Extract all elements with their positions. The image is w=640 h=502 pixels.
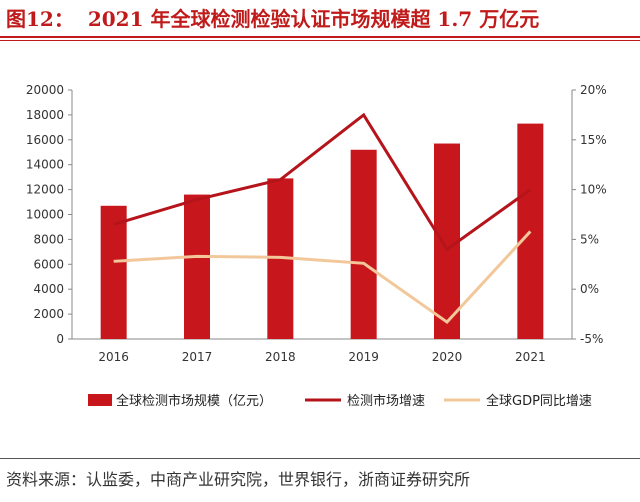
bar bbox=[517, 123, 544, 340]
legend-bar-label: 全球检测市场规模（亿元） bbox=[116, 393, 272, 409]
x-tick-label: 2016 bbox=[98, 350, 129, 364]
bar bbox=[350, 149, 377, 339]
right-tick-label: 5% bbox=[580, 232, 599, 246]
title-underline bbox=[0, 36, 640, 38]
right-tick-label: 15% bbox=[580, 133, 607, 147]
x-tick-label: 2020 bbox=[432, 350, 463, 364]
left-tick-label: 16000 bbox=[26, 133, 64, 147]
left-tick-label: 4000 bbox=[33, 282, 64, 296]
bar bbox=[434, 143, 460, 339]
legend-gdp-growth-label: 全球GDP同比增速 bbox=[486, 393, 592, 409]
source-divider bbox=[0, 458, 640, 459]
figure-title: 2021 年全球检测检验认证市场规模超 1.7 万亿元 bbox=[87, 6, 540, 31]
x-tick-label: 2019 bbox=[348, 350, 379, 364]
right-tick-label: 0% bbox=[580, 282, 599, 296]
legend-bar-swatch bbox=[88, 394, 112, 406]
left-tick-label: 8000 bbox=[33, 232, 64, 246]
figure-title-bar: 图12： 2021 年全球检测检验认证市场规模超 1.7 万亿元 bbox=[0, 0, 640, 34]
legend-market-growth-label: 检测市场增速 bbox=[347, 393, 425, 409]
x-tick-label: 2018 bbox=[265, 350, 296, 364]
bar bbox=[184, 194, 210, 339]
left-tick-label: 2000 bbox=[33, 307, 64, 321]
left-tick-label: 12000 bbox=[26, 183, 64, 197]
right-tick-label: 10% bbox=[580, 183, 607, 197]
x-tick-label: 2017 bbox=[182, 350, 213, 364]
right-tick-label: -5% bbox=[580, 332, 603, 346]
combo-chart: 0 2000 4000 6000 8000 10000 12000 14000 16000 180… bbox=[26, 83, 607, 409]
source-note: 资料来源：认监委，中商产业研究院，世界银行，浙商证券研究所 bbox=[6, 470, 471, 489]
left-tick-label: 10000 bbox=[26, 208, 64, 222]
gdp-growth-line bbox=[113, 230, 532, 325]
left-tick-label: 20000 bbox=[26, 83, 64, 97]
left-tick-label: 14000 bbox=[26, 158, 64, 172]
left-tick-label: 0 bbox=[56, 332, 64, 346]
left-tick-label: 18000 bbox=[26, 108, 64, 122]
left-tick-label: 6000 bbox=[33, 257, 64, 271]
right-tick-label: 20% bbox=[580, 83, 607, 97]
title-underline-thin bbox=[0, 40, 640, 41]
x-tick-label: 2021 bbox=[515, 350, 546, 364]
figure-label: 图12： bbox=[6, 6, 74, 31]
market-growth-line bbox=[113, 112, 532, 252]
bar bbox=[100, 205, 127, 339]
